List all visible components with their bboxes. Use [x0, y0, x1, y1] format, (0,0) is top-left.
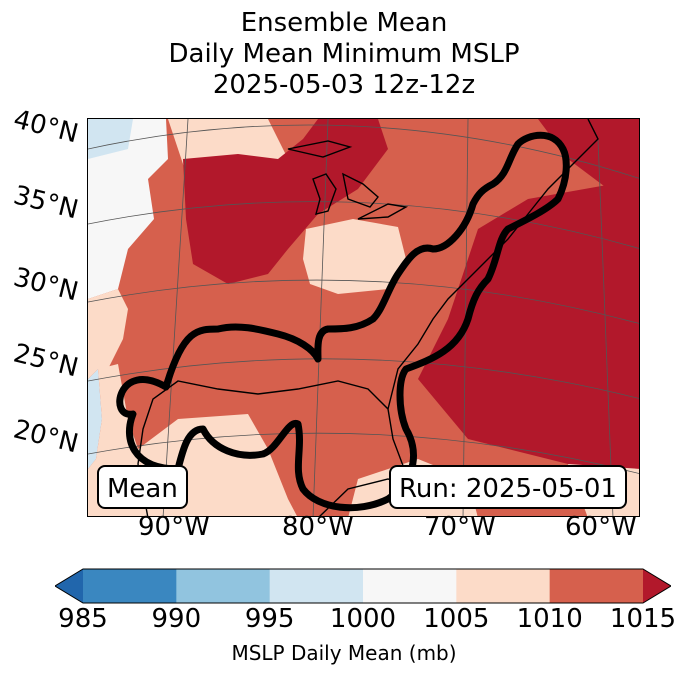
- colorbar-bin-985-990: [83, 569, 177, 603]
- lake-superior: [287, 140, 353, 158]
- colorbar-tick-995: 995: [244, 604, 295, 634]
- lat-label-35n: 35°N: [10, 180, 82, 226]
- mslp-region-1005-ohio-valley: [303, 219, 406, 294]
- lat-label-40n: 40°N: [10, 104, 82, 150]
- colorbar-bin-1005-1010: [456, 569, 551, 603]
- run-date-box: Run: 2025-05-01: [389, 465, 627, 509]
- colorbar-tick-985: 985: [58, 604, 108, 634]
- lat-label-20n: 20°N: [10, 414, 82, 460]
- lon-label-90w: 90°W: [138, 512, 210, 542]
- lake-huron: [342, 172, 379, 208]
- colorbar-bin-990-995: [176, 569, 271, 603]
- probability-outline: [116, 131, 570, 512]
- graticule-lat-35: [88, 201, 639, 249]
- graticule-lat-30: [88, 279, 639, 324]
- map-panel: [87, 118, 640, 517]
- lat-label-25n: 25°N: [10, 338, 82, 384]
- lake-michigan: [312, 173, 337, 215]
- graticule-lon-60: [597, 138, 614, 516]
- colorbar-tick-1015: 1015: [609, 604, 677, 634]
- mslp-region-1015-atlantic: [418, 179, 639, 516]
- colorbar-tick-1005: 1005: [423, 604, 490, 634]
- mslp-region-995-northwest: [88, 119, 133, 159]
- graticule-lon-80: [312, 119, 329, 516]
- title-line-1: Ensemble Mean: [240, 8, 448, 38]
- mslp-region-1015-great-lakes: [183, 119, 388, 284]
- graticule-lat-20: [88, 432, 639, 474]
- graticule-lon-90: [162, 119, 189, 516]
- lon-label-60w: 60°W: [565, 512, 637, 542]
- mslp-region-995-southwest: [88, 369, 102, 469]
- lat-label-30n: 30°N: [10, 262, 82, 308]
- colorbar-outline: [55, 568, 671, 604]
- lon-label-80w: 80°W: [282, 512, 354, 542]
- colorbar-under-arrow: [55, 569, 83, 603]
- mslp-map: [88, 119, 639, 516]
- lon-label-70w: 70°W: [424, 512, 496, 542]
- colorbar-tick-1010: 1010: [516, 604, 583, 634]
- lake-erie: [357, 203, 409, 220]
- graticule-lat-25: [88, 358, 639, 399]
- atlantic-coastline: [387, 119, 599, 410]
- mslp-region-1000-west: [88, 119, 168, 299]
- colorbar-tick-1000: 1000: [329, 604, 397, 634]
- title-line-2: Daily Mean Minimum MSLP: [168, 39, 520, 69]
- colorbar: [55, 568, 671, 604]
- mean-label-box: Mean: [97, 465, 188, 509]
- colorbar-bin-995-1000: [269, 569, 364, 603]
- title-line-3: 2025-05-03 12z-12z: [212, 70, 476, 100]
- colorbar-tick-990: 990: [151, 604, 202, 634]
- colorbar-label: MSLP Daily Mean (mb): [231, 641, 457, 665]
- colorbar-bin-1010-1015: [549, 569, 644, 603]
- colorbar-bin-1000-1005: [363, 569, 457, 603]
- mslp-region-1005-west: [88, 289, 128, 379]
- colorbar-over-arrow: [643, 569, 671, 603]
- colorbar-bins: [83, 569, 644, 603]
